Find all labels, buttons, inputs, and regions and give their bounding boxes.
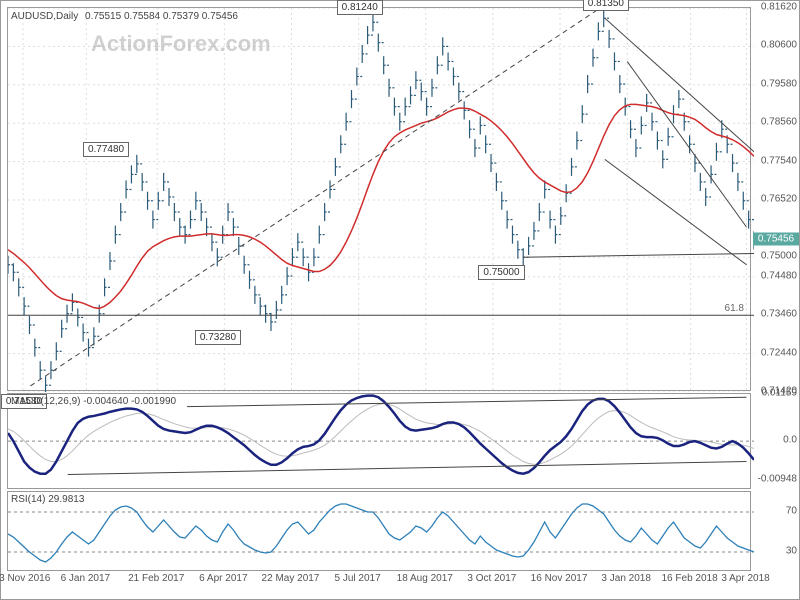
macd-y-tick: -0.00948 [758, 473, 797, 484]
macd-panel [7, 393, 751, 489]
x-tick-label: 6 Apr 2017 [199, 573, 247, 584]
x-axis: 23 Nov 20166 Jan 201721 Feb 20176 Apr 20… [7, 573, 751, 589]
price-callout: 0.73280 [195, 330, 241, 345]
macd-y-tick: 0.01159 [762, 388, 797, 399]
x-tick-label: 6 Jan 2017 [61, 573, 111, 584]
price-callout: 0.75000 [478, 265, 524, 280]
chart-title: AUDUSD,Daily 0.75515 0.75584 0.75379 0.7… [11, 11, 238, 22]
macd-title: MACD(12,26,9) -0.004640 -0.001990 [11, 396, 176, 407]
price-y-tick: 0.74480 [761, 270, 797, 281]
price-y-tick: 0.75456 [753, 233, 799, 246]
price-y-tick: 0.72440 [761, 347, 797, 358]
price-panel: 61.80.715800.774800.732800.812400.750000… [7, 7, 751, 391]
x-tick-label: 16 Feb 2018 [661, 573, 717, 584]
x-tick-label: 21 Feb 2017 [128, 573, 184, 584]
ohlc-readout: 0.75515 0.75584 0.75379 0.75456 [85, 11, 238, 22]
y-axis-column: 0.714200.724400.734600.744800.750000.754… [751, 1, 799, 599]
rsi-y-tick: 30 [786, 546, 797, 557]
x-tick-label: 18 Aug 2017 [397, 573, 453, 584]
x-tick-label: 3 Apr 2018 [721, 573, 769, 584]
price-y-tick: 0.77540 [761, 155, 797, 166]
price-y-tick: 0.80600 [761, 40, 797, 51]
price-callout: 0.81240 [337, 0, 383, 15]
price-y-tick: 0.79580 [761, 78, 797, 89]
price-y-tick: 0.73460 [761, 309, 797, 320]
price-y-tick: 0.81620 [761, 2, 797, 13]
macd-y-tick: 0.0 [783, 435, 797, 446]
rsi-panel [7, 491, 751, 571]
x-tick-label: 5 Jul 2017 [335, 573, 381, 584]
x-tick-label: 16 Nov 2017 [531, 573, 588, 584]
x-tick-label: 3 Jan 2018 [601, 573, 651, 584]
price-callout: 0.81350 [583, 0, 629, 11]
x-tick-label: 23 Nov 2016 [0, 573, 50, 584]
price-y-tick: 0.76520 [761, 194, 797, 205]
price-callout: 0.77480 [83, 142, 129, 157]
rsi-y-tick: 70 [786, 506, 797, 517]
rsi-title: RSI(14) 29.9813 [11, 494, 84, 505]
fib-label: 61.8 [723, 303, 746, 314]
symbol-timeframe: AUDUSD,Daily [11, 11, 78, 22]
price-y-tick: 0.75000 [761, 251, 797, 262]
x-tick-label: 22 May 2017 [262, 573, 320, 584]
x-tick-label: 3 Oct 2017 [467, 573, 516, 584]
price-y-tick: 0.78560 [761, 117, 797, 128]
